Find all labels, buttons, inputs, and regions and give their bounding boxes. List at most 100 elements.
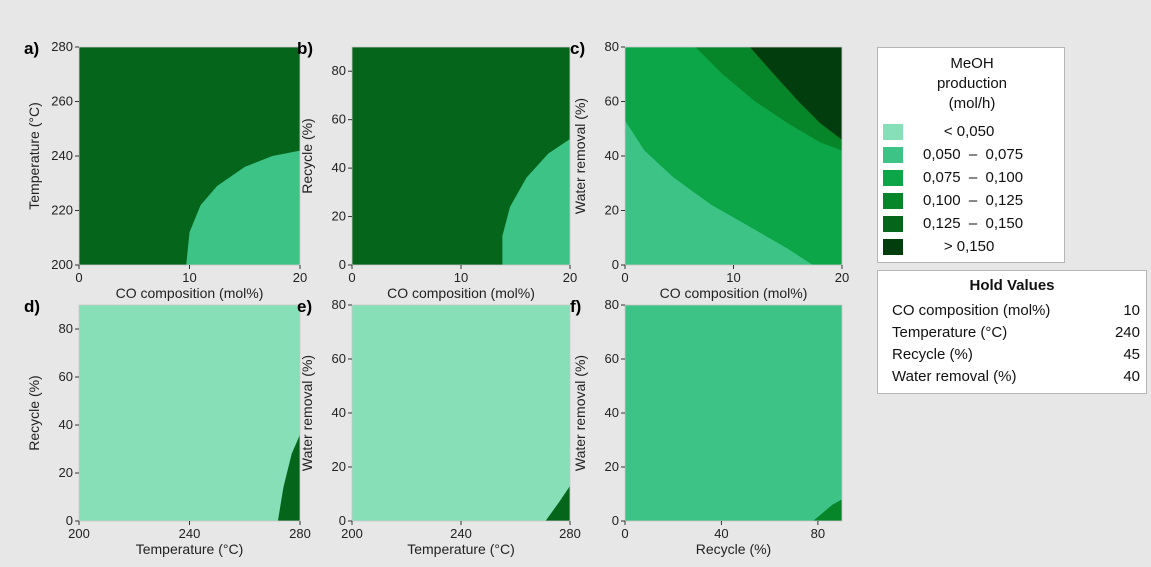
x-axis-label: CO composition (mol%) (387, 285, 535, 301)
y-tick-label: 0 (612, 257, 619, 272)
legend-label: 0,075 – 0,100 (923, 169, 1024, 186)
y-tick-label: 60 (605, 94, 619, 109)
hold-row: Temperature (°C) 240 (892, 323, 1140, 343)
contour-regions (79, 47, 300, 265)
y-axis-label: Recycle (%) (299, 118, 315, 193)
panel-letter: c) (570, 39, 585, 58)
x-tick-label: 20 (293, 270, 307, 285)
contour-panel: 200 240 280 0 20 40 60 80 Temperature (°C) Recycl… (24, 297, 311, 557)
y-axis-label: Temperature (°C) (26, 102, 42, 210)
y-tick-label: 20 (332, 459, 346, 474)
y-tick-label: 220 (51, 203, 73, 218)
x-tick-label: 0 (621, 526, 628, 541)
x-tick-label: 200 (68, 526, 90, 541)
y-tick-label: 200 (51, 257, 73, 272)
legend-title-line: (mol/h) (948, 95, 996, 112)
legend-item: 0,050 – 0,075 (883, 145, 1063, 165)
legend-swatch (883, 216, 903, 232)
contour-region (749, 47, 842, 140)
hold-value: 40 (1123, 368, 1140, 385)
contour-regions (625, 47, 842, 265)
y-tick-label: 80 (59, 321, 73, 336)
y-tick-label: 260 (51, 94, 73, 109)
y-tick-label: 80 (332, 63, 346, 78)
y-tick-label: 60 (59, 369, 73, 384)
hold-name: Temperature (°C) (892, 324, 1008, 341)
y-tick-label: 80 (605, 39, 619, 54)
x-axis-label: Recycle (%) (696, 541, 771, 557)
x-axis-label: Temperature (°C) (136, 541, 244, 557)
y-tick-label: 0 (66, 513, 73, 528)
y-tick-label: 20 (59, 465, 73, 480)
hold-value: 10 (1123, 302, 1140, 319)
hold-name: CO composition (mol%) (892, 302, 1051, 319)
x-tick-label: 20 (835, 270, 849, 285)
x-tick-label: 10 (454, 270, 468, 285)
y-tick-label: 80 (332, 297, 346, 312)
legend-item: 0,075 – 0,100 (883, 168, 1063, 188)
y-tick-label: 0 (339, 513, 346, 528)
panel-letter: f) (570, 297, 581, 316)
y-tick-label: 0 (612, 513, 619, 528)
x-tick-label: 10 (182, 270, 196, 285)
y-tick-label: 280 (51, 39, 73, 54)
x-tick-label: 240 (450, 526, 472, 541)
contour-region (79, 47, 300, 265)
y-tick-label: 20 (605, 203, 619, 218)
y-tick-label: 0 (339, 257, 346, 272)
x-axis-label: CO composition (mol%) (116, 285, 264, 301)
hold-row: CO composition (mol%) 10 (892, 301, 1140, 321)
production-legend: MeOH production (mol/h) < 0,050 0,050 – … (877, 47, 1065, 263)
legend-label: 0,050 – 0,075 (923, 146, 1024, 163)
legend-swatch (883, 239, 903, 255)
contour-region (79, 305, 300, 521)
x-tick-label: 280 (289, 526, 311, 541)
x-tick-label: 0 (621, 270, 628, 285)
legend-swatch (883, 193, 903, 209)
y-tick-label: 40 (59, 417, 73, 432)
x-tick-label: 280 (559, 526, 581, 541)
legend-swatch (883, 147, 903, 163)
legend-label: 0,125 – 0,150 (923, 215, 1024, 232)
y-axis-label: Water removal (%) (572, 355, 588, 471)
y-tick-label: 60 (332, 351, 346, 366)
hold-name: Water removal (%) (892, 368, 1017, 385)
legend-item: > 0,150 (883, 237, 1063, 257)
x-tick-label: 0 (348, 270, 355, 285)
legend-title-line: production (936, 75, 1008, 92)
x-tick-label: 200 (341, 526, 363, 541)
hold-value: 240 (1114, 324, 1140, 341)
legend-label: 0,100 – 0,125 (923, 192, 1024, 209)
contour-regions (625, 305, 842, 521)
y-tick-label: 40 (605, 405, 619, 420)
y-tick-label: 40 (332, 160, 346, 175)
panel-letter: b) (297, 39, 313, 58)
legend-title-line: MeOH (950, 55, 994, 72)
x-tick-label: 240 (179, 526, 201, 541)
hold-value: 45 (1123, 346, 1140, 363)
x-axis-label: CO composition (mol%) (660, 285, 808, 301)
x-tick-label: 0 (75, 270, 82, 285)
panel-letter: d) (24, 297, 40, 316)
y-axis-label: Water removal (%) (572, 98, 588, 214)
x-axis-label: Temperature (°C) (407, 541, 515, 557)
contour-panel: 0 10 20 200 220 240 260 280 CO composition (mol%… (24, 39, 307, 301)
contour-panel: 0 10 20 0 20 40 60 80 CO composition (mol%) Water… (570, 39, 849, 301)
legend-swatch (883, 170, 903, 186)
legend-label: > 0,150 (923, 238, 995, 255)
contour-regions (79, 305, 300, 521)
legend-item: < 0,050 (883, 122, 1063, 142)
hold-name: Recycle (%) (892, 346, 973, 363)
y-tick-label: 60 (332, 112, 346, 127)
x-tick-label: 10 (726, 270, 740, 285)
y-axis-label: Recycle (%) (26, 375, 42, 450)
y-tick-label: 40 (332, 405, 346, 420)
hold-values-title: Hold Values (969, 277, 1055, 294)
y-tick-label: 40 (605, 148, 619, 163)
legend-item: 0,100 – 0,125 (883, 191, 1063, 211)
y-tick-label: 60 (605, 351, 619, 366)
hold-row: Water removal (%) 40 (892, 367, 1140, 387)
contour-panel: 0 10 20 0 20 40 60 80 CO composition (mol%) Recyc… (297, 39, 577, 301)
